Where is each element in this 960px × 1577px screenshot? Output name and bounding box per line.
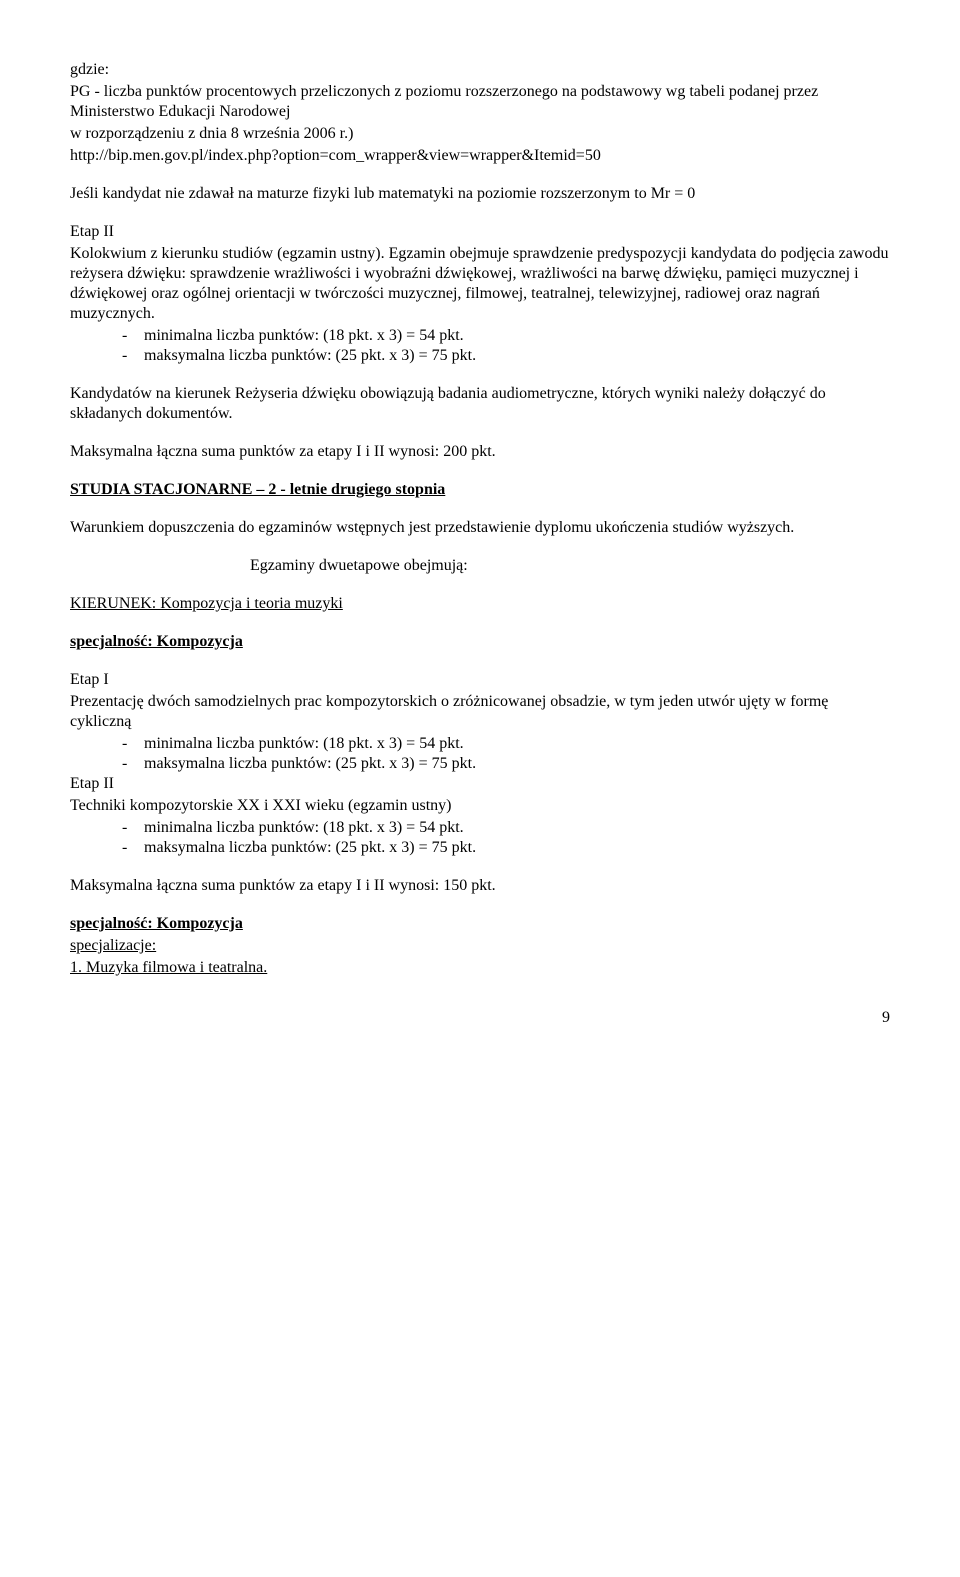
heading-etap2-a: Etap II (70, 222, 890, 242)
text-pg-def: PG - liczba punktów procentowych przelic… (70, 82, 890, 122)
text-rozp: w rozporządzeniu z dnia 8 września 2006 … (70, 124, 890, 144)
text-prezentacja: Prezentację dwóch samodzielnych prac kom… (70, 692, 890, 732)
list-points-1: - minimalna liczba punktów: (18 pkt. x 3… (70, 326, 890, 366)
dash-icon: - (122, 734, 144, 754)
list-item: - maksymalna liczba punktów: (25 pkt. x … (122, 754, 890, 774)
text-url: http://bip.men.gov.pl/index.php?option=c… (70, 146, 890, 166)
text-mr0: Jeśli kandydat nie zdawał na maturze fiz… (70, 184, 890, 204)
page-number: 9 (70, 1008, 890, 1028)
list-item-text: maksymalna liczba punktów: (25 pkt. x 3)… (144, 754, 476, 774)
list-points-2: - minimalna liczba punktów: (18 pkt. x 3… (70, 734, 890, 774)
list-item-text: minimalna liczba punktów: (18 pkt. x 3) … (144, 734, 464, 754)
text-warunek: Warunkiem dopuszczenia do egzaminów wstę… (70, 518, 890, 538)
list-item: - minimalna liczba punktów: (18 pkt. x 3… (122, 326, 890, 346)
text-egzaminy-dwuetapowe: Egzaminy dwuetapowe obejmują: (70, 556, 890, 576)
heading-specjalnosc-2: specjalność: Kompozycja (70, 914, 890, 934)
list-item: - maksymalna liczba punktów: (25 pkt. x … (122, 346, 890, 366)
heading-kierunek: KIERUNEK: Kompozycja i teoria muzyki (70, 594, 890, 614)
list-item: - minimalna liczba punktów: (18 pkt. x 3… (122, 818, 890, 838)
text-kolokwium: Kolokwium z kierunku studiów (egzamin us… (70, 244, 890, 324)
dash-icon: - (122, 346, 144, 366)
heading-etap1: Etap I (70, 670, 890, 690)
list-item-text: minimalna liczba punktów: (18 pkt. x 3) … (144, 818, 464, 838)
list-item-text: maksymalna liczba punktów: (25 pkt. x 3)… (144, 346, 476, 366)
dash-icon: - (122, 326, 144, 346)
dash-icon: - (122, 818, 144, 838)
text-techniki: Techniki kompozytorskie XX i XXI wieku (… (70, 796, 890, 816)
heading-etap2-b: Etap II (70, 774, 890, 794)
text-muzyka-filmowa: 1. Muzyka filmowa i teatralna. (70, 958, 890, 978)
text-specjalizacje: specjalizacje: (70, 936, 890, 956)
text-gdzie: gdzie: (70, 60, 890, 80)
list-points-3: - minimalna liczba punktów: (18 pkt. x 3… (70, 818, 890, 858)
text-max-200: Maksymalna łączna suma punktów za etapy … (70, 442, 890, 462)
list-item-text: minimalna liczba punktów: (18 pkt. x 3) … (144, 326, 464, 346)
dash-icon: - (122, 754, 144, 774)
text-max-150: Maksymalna łączna suma punktów za etapy … (70, 876, 890, 896)
list-item: - minimalna liczba punktów: (18 pkt. x 3… (122, 734, 890, 754)
text-audiometr: Kandydatów na kierunek Reżyseria dźwięku… (70, 384, 890, 424)
heading-studia-stacjonarne: STUDIA STACJONARNE – 2 - letnie drugiego… (70, 480, 890, 500)
list-item-text: maksymalna liczba punktów: (25 pkt. x 3)… (144, 838, 476, 858)
dash-icon: - (122, 838, 144, 858)
heading-specjalnosc-1: specjalność: Kompozycja (70, 632, 890, 652)
list-item: - maksymalna liczba punktów: (25 pkt. x … (122, 838, 890, 858)
